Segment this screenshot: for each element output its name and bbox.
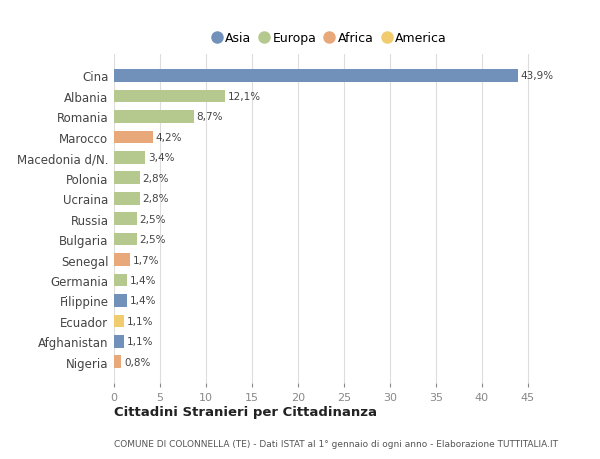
Bar bbox=[114, 131, 152, 144]
Bar bbox=[114, 315, 124, 328]
Bar bbox=[114, 70, 518, 83]
Text: 43,9%: 43,9% bbox=[520, 71, 553, 81]
Text: 1,4%: 1,4% bbox=[130, 296, 156, 306]
Legend: Asia, Europa, Africa, America: Asia, Europa, Africa, America bbox=[210, 28, 450, 49]
Text: 12,1%: 12,1% bbox=[228, 92, 261, 102]
Text: 2,8%: 2,8% bbox=[142, 194, 169, 204]
Text: 1,1%: 1,1% bbox=[127, 316, 154, 326]
Bar bbox=[114, 111, 194, 123]
Text: 3,4%: 3,4% bbox=[148, 153, 175, 163]
Bar bbox=[114, 274, 127, 287]
Bar bbox=[114, 295, 127, 307]
Bar bbox=[114, 254, 130, 266]
Bar bbox=[114, 192, 140, 205]
Text: Cittadini Stranieri per Cittadinanza: Cittadini Stranieri per Cittadinanza bbox=[114, 405, 377, 419]
Text: 1,4%: 1,4% bbox=[130, 275, 156, 285]
Text: 0,8%: 0,8% bbox=[124, 357, 151, 367]
Bar bbox=[114, 213, 137, 225]
Bar bbox=[114, 151, 145, 164]
Bar bbox=[114, 90, 225, 103]
Text: 4,2%: 4,2% bbox=[155, 133, 182, 143]
Bar bbox=[114, 233, 137, 246]
Text: COMUNE DI COLONNELLA (TE) - Dati ISTAT al 1° gennaio di ogni anno - Elaborazione: COMUNE DI COLONNELLA (TE) - Dati ISTAT a… bbox=[114, 439, 558, 448]
Text: 2,8%: 2,8% bbox=[142, 174, 169, 183]
Text: 8,7%: 8,7% bbox=[197, 112, 223, 122]
Text: 2,5%: 2,5% bbox=[140, 235, 166, 245]
Text: 1,7%: 1,7% bbox=[133, 255, 159, 265]
Bar bbox=[114, 172, 140, 185]
Bar bbox=[114, 356, 121, 368]
Text: 2,5%: 2,5% bbox=[140, 214, 166, 224]
Bar bbox=[114, 335, 124, 348]
Text: 1,1%: 1,1% bbox=[127, 336, 154, 347]
